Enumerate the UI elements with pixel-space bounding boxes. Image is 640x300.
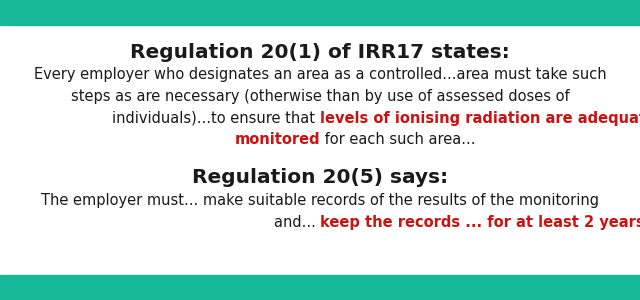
Bar <box>0 0 640 25</box>
Text: and...: and... <box>273 215 320 230</box>
Bar <box>0 275 640 300</box>
Text: for each such area...: for each such area... <box>320 132 476 147</box>
Text: monitored: monitored <box>234 132 320 147</box>
Text: keep the records ... for at least 2 years ...: keep the records ... for at least 2 year… <box>320 215 640 230</box>
Text: The employer must... make suitable records of the results of the monitoring: The employer must... make suitable recor… <box>41 194 599 208</box>
Text: Regulation 20(5) says:: Regulation 20(5) says: <box>192 168 448 187</box>
Text: Every employer who designates an area as a controlled...area must take such: Every employer who designates an area as… <box>34 68 606 82</box>
Text: individuals)...to ensure that: individuals)...to ensure that <box>113 111 320 126</box>
Text: steps as are necessary (otherwise than by use of assessed doses of: steps as are necessary (otherwise than b… <box>70 89 570 104</box>
Text: levels of ionising radiation are adequately: levels of ionising radiation are adequat… <box>320 111 640 126</box>
Text: Regulation 20(1) of IRR17 states:: Regulation 20(1) of IRR17 states: <box>130 44 510 62</box>
